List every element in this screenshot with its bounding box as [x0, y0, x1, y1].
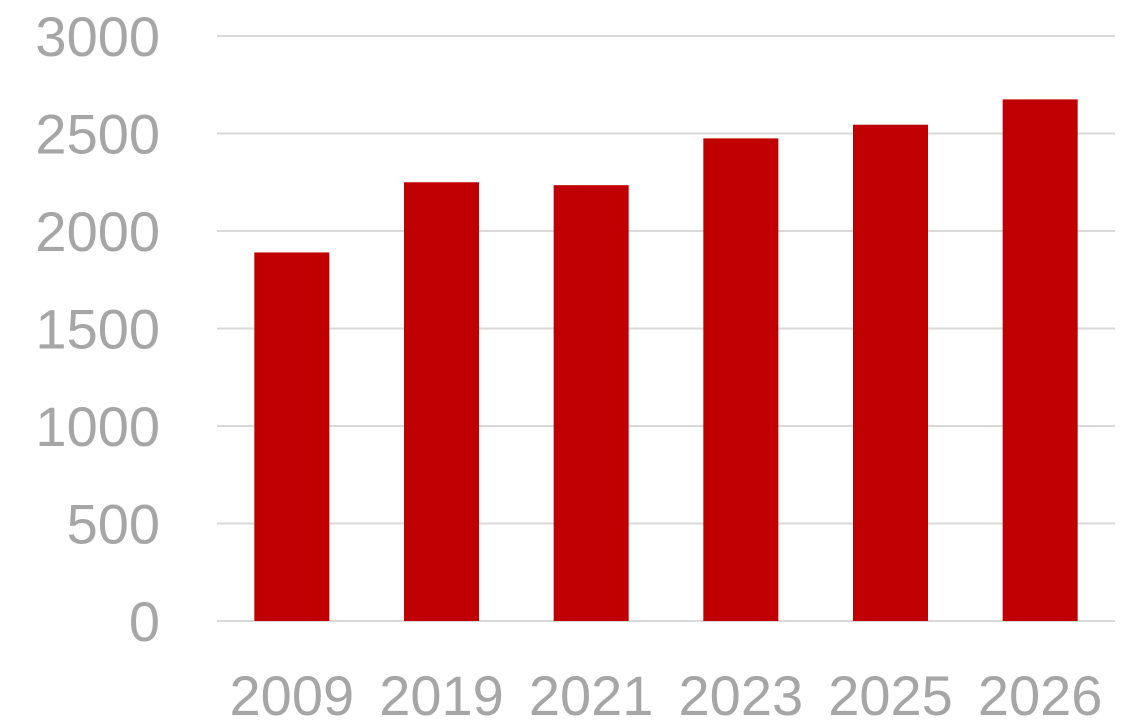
x-tick-label: 2026	[978, 664, 1103, 722]
x-tick-label: 2009	[230, 664, 355, 722]
bar-2019	[404, 182, 479, 621]
bar-2009	[254, 252, 329, 621]
bar-2026	[1003, 99, 1078, 621]
bars	[254, 99, 1077, 621]
x-tick-label: 2021	[529, 664, 654, 722]
y-tick-label: 2000	[35, 200, 160, 263]
y-tick-label: 0	[129, 590, 160, 653]
bar-2025	[853, 125, 928, 621]
x-tick-label: 2025	[828, 664, 953, 722]
x-tick-label: 2023	[679, 664, 804, 722]
bar-2021	[554, 185, 629, 621]
y-axis-tick-labels: 0 500 1000 1500 2000 2500 3000	[35, 5, 160, 653]
y-tick-label: 1500	[35, 298, 160, 361]
gridlines	[217, 36, 1115, 621]
x-axis-tick-labels: 2009 2019 2021 2023 2025 2026	[230, 664, 1103, 722]
bar-2023	[703, 138, 778, 621]
y-tick-label: 1000	[35, 395, 160, 458]
x-tick-label: 2019	[379, 664, 504, 722]
y-tick-label: 2500	[35, 103, 160, 166]
y-tick-label: 500	[67, 493, 160, 556]
y-tick-label: 3000	[35, 5, 160, 68]
